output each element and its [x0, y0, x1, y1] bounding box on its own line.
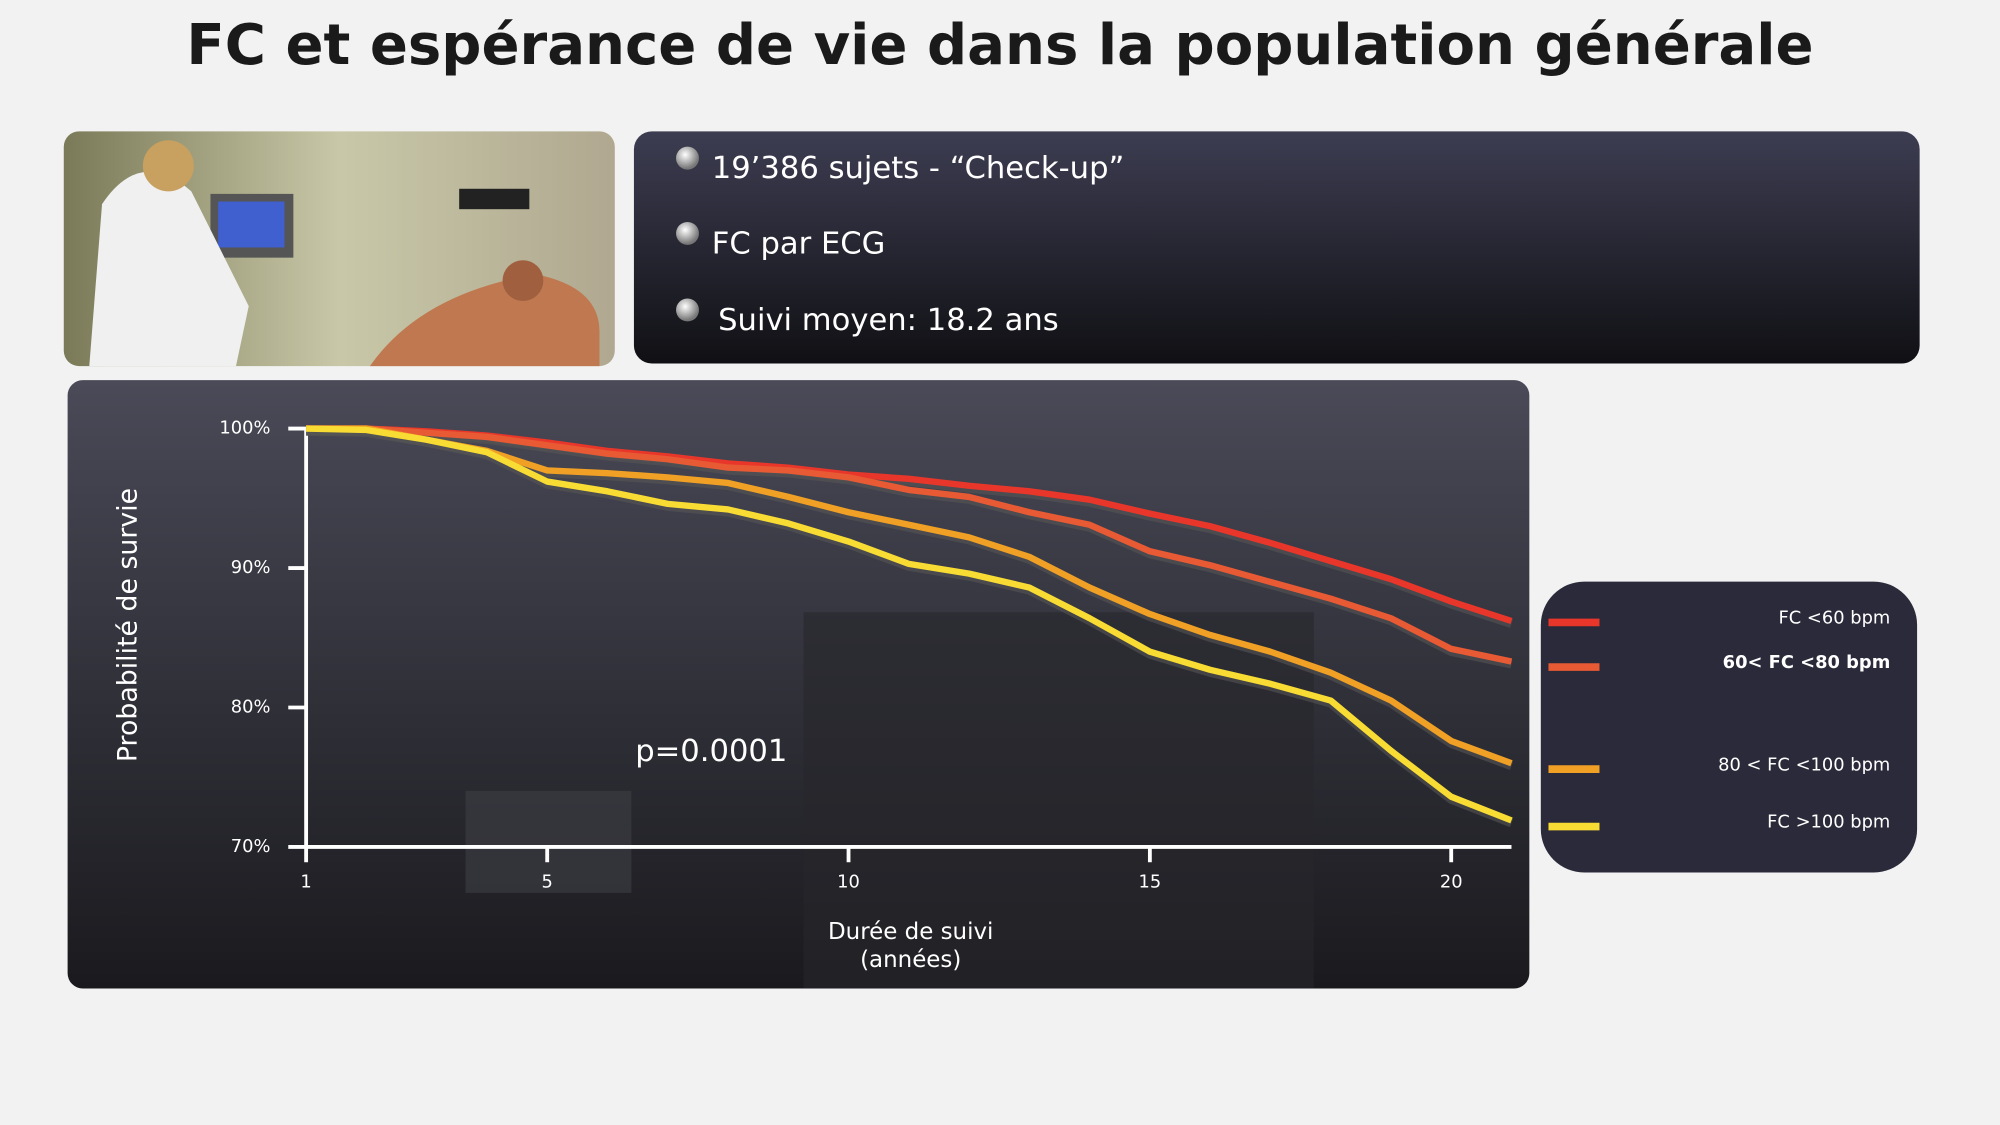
x-tick-label: 1 — [300, 872, 311, 893]
bullet-box: 19’386 sujets - “Check-up” FC par ECG Su… — [633, 131, 1920, 364]
y-axis-label: Probabilité de survie — [112, 488, 143, 762]
y-tick-label: 80% — [231, 696, 271, 717]
legend-label: FC <60 bpm — [1779, 608, 1891, 629]
annotation: p=0.0001 — [635, 734, 787, 769]
legend-label: 60< FC <80 bpm — [1723, 652, 1891, 673]
y-tick-label: 70% — [231, 836, 271, 857]
x-axis-label: Durée de suivi (années) — [828, 919, 993, 973]
x-tick-label: 5 — [542, 872, 553, 893]
series-line — [306, 425, 1513, 767]
y-tick-label: 90% — [231, 557, 271, 578]
x-axis-label-line: (années) — [860, 947, 961, 973]
y-tick-label: 100% — [219, 418, 270, 439]
series-line — [306, 425, 1513, 824]
bullet-text: FC par ECG — [712, 226, 886, 261]
x-tick-label: 15 — [1139, 872, 1162, 893]
x-axis-label-line: Durée de suivi — [828, 919, 993, 945]
photo — [63, 131, 615, 367]
legend-label: FC >100 bpm — [1767, 812, 1890, 833]
bullet-text: Suivi moyen: 18.2 ans — [718, 303, 1059, 338]
bullet-text: 19’386 sujets - “Check-up” — [712, 151, 1125, 186]
series-line — [306, 425, 1513, 665]
x-tick-label: 10 — [837, 872, 860, 893]
x-tick-label: 20 — [1440, 872, 1463, 893]
legend-label: 80 < FC <100 bpm — [1718, 754, 1890, 775]
slide-title: FC et espérance de vie dans la populatio… — [186, 13, 1813, 78]
legend-box — [1540, 581, 1918, 873]
